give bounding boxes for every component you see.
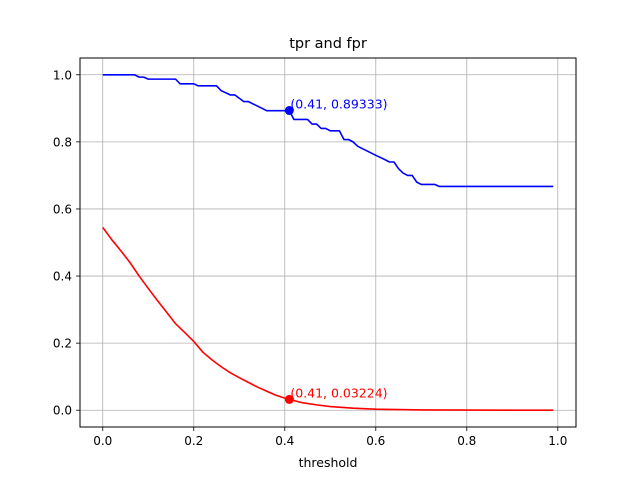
tpr-line [102,73,554,188]
x-tick-label: 0.4 [275,434,294,448]
fpr-marker [284,394,294,404]
x-tick-label: 0.6 [366,434,385,448]
tpr-marker [284,106,294,116]
x-tick-label: 1.0 [548,434,567,448]
grid [80,58,576,427]
y-tick-label: 0.2 [53,337,72,351]
axes-frame [79,57,577,428]
fpr-marker-label: (0.41, 0.03224) [290,385,387,400]
y-tick-label: 1.0 [53,68,72,82]
x-tick-label: 0.8 [457,434,476,448]
y-tick-label: 0.8 [53,135,72,149]
fpr-line [102,226,554,411]
x-tick-label: 0.2 [184,434,203,448]
series-layer: (0.41, 0.89333) (0.41, 0.03224) [102,73,554,411]
axis-ticks: 0.0 0.2 0.4 0.6 0.8 1.0 0.0 0.2 0.4 0.6 0.8 1.0 [53,68,567,448]
y-tick-label: 0.4 [53,270,72,284]
x-tick-label: 0.0 [93,434,112,448]
y-tick-label: 0.0 [53,404,72,418]
x-axis-label: threshold [299,455,358,470]
tpr-marker-label: (0.41, 0.89333) [290,97,387,112]
y-tick-label: 0.6 [53,202,72,216]
chart-title: tpr and fpr [289,36,367,52]
